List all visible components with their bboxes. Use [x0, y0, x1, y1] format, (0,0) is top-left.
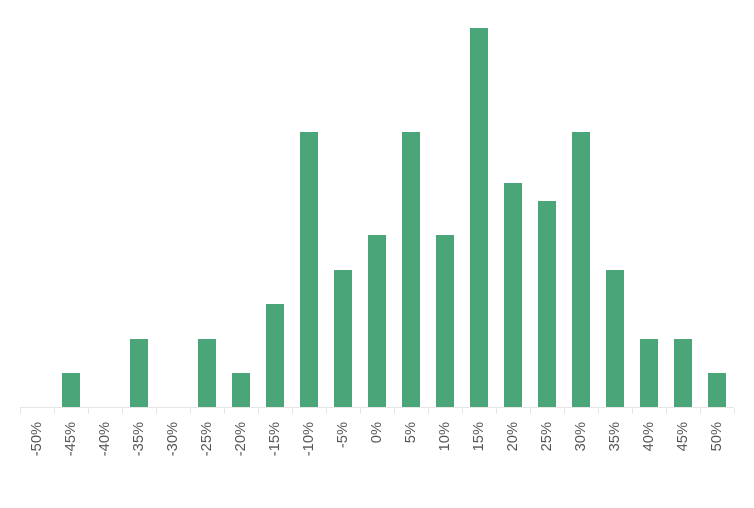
- x-tick: [54, 408, 55, 414]
- bar-slot: [632, 28, 666, 408]
- x-label: 0%: [369, 422, 385, 443]
- x-tick: [224, 408, 225, 414]
- bar-slot: [88, 28, 122, 408]
- bar-slot: [190, 28, 224, 408]
- bar: [334, 270, 353, 408]
- bar: [300, 132, 319, 408]
- x-label: -40%: [97, 422, 113, 456]
- x-tick: [360, 408, 361, 414]
- bar: [708, 373, 727, 408]
- bar: [368, 235, 387, 408]
- bar-slot: [122, 28, 156, 408]
- bar: [538, 201, 557, 408]
- bar-slot: [462, 28, 496, 408]
- bar: [232, 373, 251, 408]
- x-label: 25%: [539, 422, 555, 451]
- x-label: 40%: [641, 422, 657, 451]
- x-label: -50%: [29, 422, 45, 456]
- bar: [436, 235, 455, 408]
- x-tick: [496, 408, 497, 414]
- bar-slot: [598, 28, 632, 408]
- x-tick: [598, 408, 599, 414]
- bar: [572, 132, 591, 408]
- x-tick: [258, 408, 259, 414]
- x-tick: [156, 408, 157, 414]
- bar-slot: [326, 28, 360, 408]
- x-tick: [326, 408, 327, 414]
- x-tick: [666, 408, 667, 414]
- histogram-chart: -50% -45% -40% -35% -30% -25% -20% -15% -10% -5% 0…: [0, 0, 754, 508]
- x-tick: [632, 408, 633, 414]
- x-label: -20%: [233, 422, 249, 456]
- x-ticks-layer: [20, 408, 734, 414]
- bar-slot: [156, 28, 190, 408]
- x-tick: [462, 408, 463, 414]
- bar: [674, 339, 693, 408]
- bar: [402, 132, 421, 408]
- x-label: 10%: [437, 422, 453, 451]
- bar: [470, 28, 489, 408]
- bar-slot: [496, 28, 530, 408]
- bar-slot: [258, 28, 292, 408]
- bar-slot: [428, 28, 462, 408]
- bar-slot: [530, 28, 564, 408]
- plot-area: [20, 28, 734, 408]
- x-label: 5%: [403, 422, 419, 443]
- bars-layer: [20, 28, 734, 408]
- bar-slot: [666, 28, 700, 408]
- x-label: 15%: [471, 422, 487, 451]
- x-label: -10%: [301, 422, 317, 456]
- bar: [606, 270, 625, 408]
- x-tick: [734, 408, 735, 414]
- bar: [62, 373, 81, 408]
- x-tick: [292, 408, 293, 414]
- bar: [266, 304, 285, 408]
- bar-slot: [54, 28, 88, 408]
- x-label: -35%: [131, 422, 147, 456]
- x-tick: [190, 408, 191, 414]
- x-label: -5%: [335, 422, 351, 448]
- bar: [198, 339, 217, 408]
- x-tick: [394, 408, 395, 414]
- bar-slot: [292, 28, 326, 408]
- x-label: -30%: [165, 422, 181, 456]
- bar-slot: [360, 28, 394, 408]
- x-tick: [122, 408, 123, 414]
- x-tick: [88, 408, 89, 414]
- x-label: 45%: [675, 422, 691, 451]
- x-tick: [700, 408, 701, 414]
- bar: [130, 339, 149, 408]
- x-label: -45%: [63, 422, 79, 456]
- bar-slot: [394, 28, 428, 408]
- bar: [504, 183, 523, 408]
- x-label: 20%: [505, 422, 521, 451]
- x-tick: [20, 408, 21, 414]
- bar-slot: [20, 28, 54, 408]
- bar-slot: [224, 28, 258, 408]
- x-tick: [564, 408, 565, 414]
- x-labels-layer: -50% -45% -40% -35% -30% -25% -20% -15% -10% -5% 0…: [20, 422, 734, 502]
- x-label: -15%: [267, 422, 283, 456]
- x-label: 50%: [709, 422, 725, 451]
- x-label: 30%: [573, 422, 589, 451]
- x-label: 35%: [607, 422, 623, 451]
- x-tick: [530, 408, 531, 414]
- x-label: -25%: [199, 422, 215, 456]
- bar-slot: [700, 28, 734, 408]
- bar-slot: [564, 28, 598, 408]
- bar: [640, 339, 659, 408]
- x-tick: [428, 408, 429, 414]
